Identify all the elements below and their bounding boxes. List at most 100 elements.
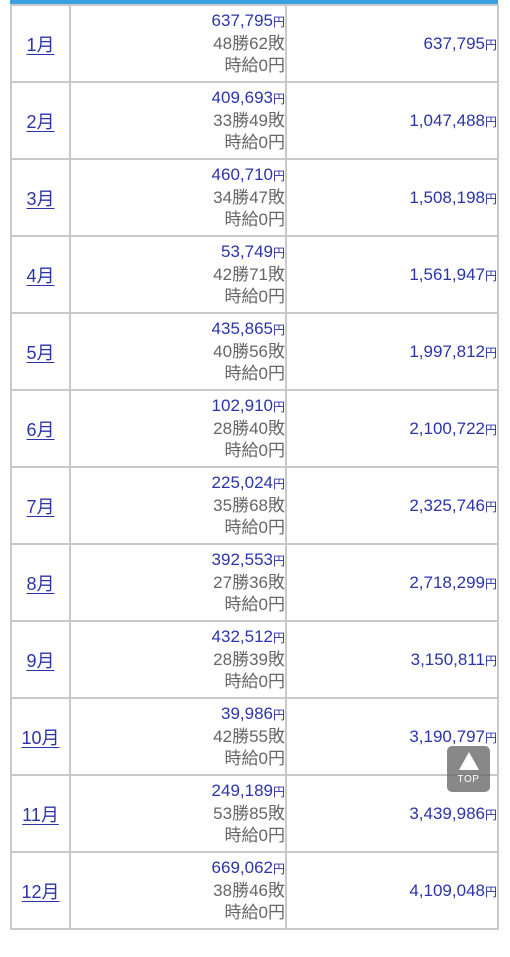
table-row: 3月 460,710円 34勝47敗 時給0円 1,508,198円	[10, 158, 499, 237]
month-link[interactable]: 11月	[22, 804, 59, 825]
yen-suffix: 円	[484, 653, 497, 668]
monthly-amount: 460,710円	[71, 164, 285, 187]
monthly-amount-value: 225,024	[211, 473, 273, 492]
win-loss-record: 28勝39敗	[213, 650, 285, 669]
month-link[interactable]: 12月	[21, 881, 60, 902]
month-cell: 8月	[10, 543, 71, 622]
monthly-amount-value: 409,693	[211, 88, 273, 107]
hourly-wage: 時給0円	[224, 210, 285, 229]
back-to-top-button[interactable]: TOP	[447, 746, 490, 792]
month-link[interactable]: 2月	[26, 111, 55, 132]
yen-suffix: 円	[272, 169, 285, 183]
month-link[interactable]: 7月	[26, 496, 55, 517]
month-cell: 12月	[10, 851, 71, 930]
yen-suffix: 円	[272, 785, 285, 799]
monthly-amount-value: 102,910	[211, 396, 273, 415]
yen-suffix: 円	[484, 730, 497, 745]
monthly-amount-value: 432,512	[211, 627, 273, 646]
hourly-wage: 時給0円	[224, 441, 285, 460]
month-link[interactable]: 6月	[26, 419, 55, 440]
monthly-amount-value: 669,062	[211, 858, 273, 877]
cumulative-total: 1,508,198円	[409, 188, 497, 207]
hourly-wage: 時給0円	[224, 287, 285, 306]
win-loss-record: 40勝56敗	[213, 342, 285, 361]
cumulative-total: 2,718,299円	[409, 573, 497, 592]
yen-suffix: 円	[272, 631, 285, 645]
month-cell: 1月	[10, 4, 71, 83]
cumulative-total-value: 3,150,811	[410, 649, 485, 669]
cumulative-total-value: 3,190,797	[409, 726, 485, 746]
yen-suffix: 円	[272, 323, 285, 337]
monthly-amount: 435,865円	[71, 318, 285, 341]
month-detail-cell: 637,795円 48勝62敗 時給0円	[69, 4, 287, 83]
monthly-amount: 637,795円	[71, 10, 285, 33]
month-link[interactable]: 5月	[26, 342, 55, 363]
monthly-amount: 669,062円	[71, 857, 285, 880]
hourly-wage: 時給0円	[224, 364, 285, 383]
month-link[interactable]: 8月	[26, 573, 55, 594]
yen-suffix: 円	[272, 92, 285, 106]
cumulative-total-value: 4,109,048	[409, 880, 485, 900]
cumulative-total-value: 1,997,812	[409, 341, 485, 361]
monthly-amount: 102,910円	[71, 395, 285, 418]
up-triangle-icon	[458, 752, 479, 770]
cumulative-total: 3,439,986円	[409, 804, 497, 823]
cumulative-total-cell: 1,508,198円	[285, 158, 499, 237]
cumulative-total: 4,109,048円	[409, 881, 497, 900]
month-detail-cell: 409,693円 33勝49敗 時給0円	[69, 81, 287, 160]
cumulative-total: 3,190,797円	[409, 727, 497, 746]
cumulative-total: 1,561,947円	[409, 265, 497, 284]
month-detail-cell: 102,910円 28勝40敗 時給0円	[69, 389, 287, 468]
table-row: 9月 432,512円 28勝39敗 時給0円 3,150,811円	[10, 620, 499, 699]
header-accent-strip	[10, 0, 498, 4]
month-cell: 6月	[10, 389, 71, 468]
monthly-amount-value: 53,749	[220, 242, 273, 261]
cumulative-total-cell: 2,718,299円	[285, 543, 499, 622]
yen-suffix: 円	[272, 246, 285, 260]
monthly-amount: 39,986円	[71, 703, 285, 726]
month-link[interactable]: 10月	[21, 727, 60, 748]
table-row: 2月 409,693円 33勝49敗 時給0円 1,047,488円	[10, 81, 499, 160]
yen-suffix: 円	[272, 400, 285, 414]
yen-suffix: 円	[272, 477, 285, 491]
table-row: 7月 225,024円 35勝68敗 時給0円 2,325,746円	[10, 466, 499, 545]
cumulative-total-value: 3,439,986	[409, 803, 485, 823]
back-to-top-label: TOP	[457, 774, 480, 785]
cumulative-total: 1,047,488円	[409, 111, 497, 130]
cumulative-total-cell: 1,997,812円	[285, 312, 499, 391]
yen-suffix: 円	[272, 15, 285, 29]
win-loss-record: 53勝85敗	[213, 804, 285, 823]
cumulative-total-value: 1,508,198	[409, 187, 485, 207]
month-link[interactable]: 4月	[26, 265, 55, 286]
month-link[interactable]: 3月	[26, 188, 55, 209]
yen-suffix: 円	[484, 345, 497, 360]
monthly-results-table: 1月 637,795円 48勝62敗 時給0円 637,795円 2月 409,693円 33…	[10, 4, 499, 930]
hourly-wage: 時給0円	[224, 826, 285, 845]
month-cell: 4月	[10, 235, 71, 314]
table-row: 12月 669,062円 38勝46敗 時給0円 4,109,048円	[10, 851, 499, 930]
month-link[interactable]: 1月	[26, 34, 55, 55]
win-loss-record: 38勝46敗	[213, 881, 285, 900]
cumulative-total: 2,325,746円	[409, 496, 497, 515]
cumulative-total-cell: 637,795円	[285, 4, 499, 83]
hourly-wage: 時給0円	[224, 595, 285, 614]
month-detail-cell: 39,986円 42勝55敗 時給0円	[69, 697, 287, 776]
monthly-amount: 409,693円	[71, 87, 285, 110]
table-row: 4月 53,749円 42勝71敗 時給0円 1,561,947円	[10, 235, 499, 314]
table-row: 1月 637,795円 48勝62敗 時給0円 637,795円	[10, 4, 499, 83]
win-loss-record: 35勝68敗	[213, 496, 285, 515]
cumulative-total-cell: 4,109,048円	[285, 851, 499, 930]
monthly-amount: 432,512円	[71, 626, 285, 649]
monthly-amount: 392,553円	[71, 549, 285, 572]
hourly-wage: 時給0円	[224, 672, 285, 691]
table-row: 8月 392,553円 27勝36敗 時給0円 2,718,299円	[10, 543, 499, 622]
cumulative-total-value: 2,718,299	[409, 572, 485, 592]
cumulative-total-cell: 1,561,947円	[285, 235, 499, 314]
month-link[interactable]: 9月	[26, 650, 55, 671]
win-loss-record: 33勝49敗	[213, 111, 285, 130]
monthly-amount-value: 249,189	[211, 781, 273, 800]
month-cell: 7月	[10, 466, 71, 545]
cumulative-total: 3,150,811円	[411, 650, 497, 669]
month-detail-cell: 432,512円 28勝39敗 時給0円	[69, 620, 287, 699]
month-detail-cell: 249,189円 53勝85敗時給0円	[69, 774, 287, 853]
